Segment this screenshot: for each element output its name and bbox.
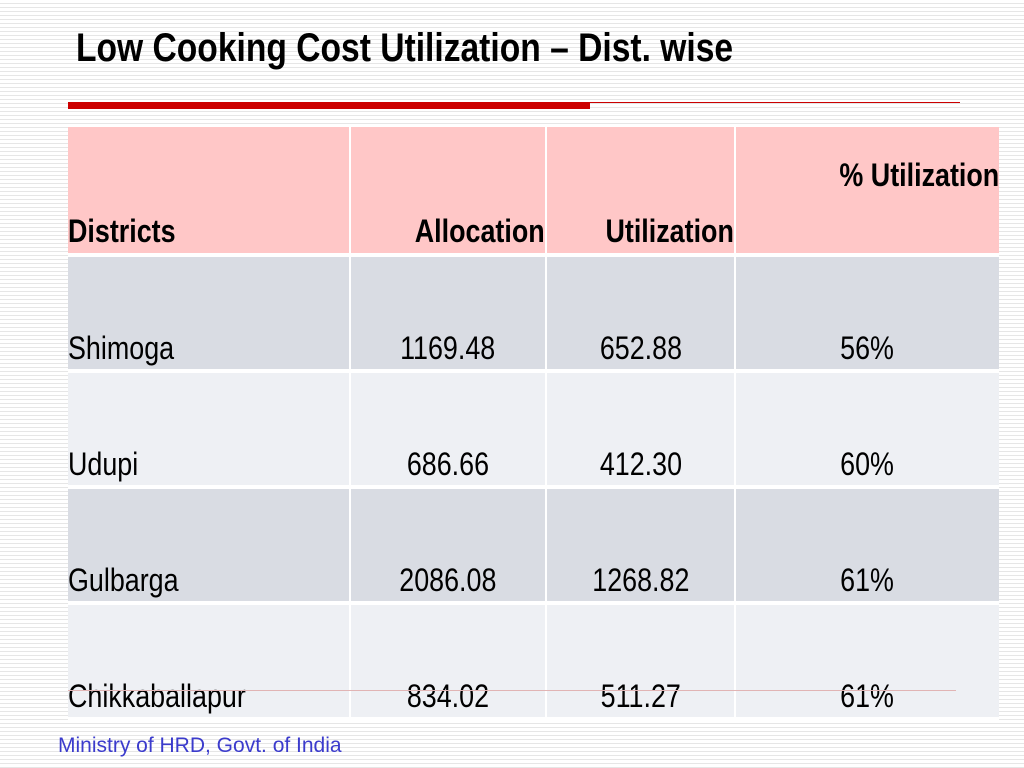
table-row: Shimoga 1169.48 652.88 56% (68, 255, 999, 373)
utilization-cell: 1268.82 (546, 487, 736, 605)
header-allocation: Allocation (350, 127, 547, 257)
allocation-cell: 834.02 (350, 603, 547, 721)
allocation-cell: 1169.48 (350, 255, 547, 373)
header-districts: Districts (68, 127, 351, 257)
district-cell: Gulbarga (68, 487, 351, 605)
percent-utilization-cell: 61% (735, 603, 999, 721)
allocation-cell: 2086.08 (350, 487, 547, 605)
utilization-cell: 652.88 (546, 255, 736, 373)
header-utilization: Utilization (546, 127, 736, 257)
percent-utilization-cell: 61% (735, 487, 999, 605)
footer-ministry-text: Ministry of HRD, Govt. of India (58, 734, 342, 757)
district-utilization-table: Districts Allocation Utilization % Utili… (68, 127, 999, 721)
footer-divider (68, 690, 956, 691)
title-underline-thick (68, 102, 590, 109)
table-header-row: Districts Allocation Utilization % Utili… (68, 127, 999, 257)
percent-utilization-cell: 60% (735, 371, 999, 489)
district-cell: Udupi (68, 371, 351, 489)
percent-utilization-cell: 56% (735, 255, 999, 373)
district-cell: Shimoga (68, 255, 351, 373)
utilization-cell: 511.27 (546, 603, 736, 721)
header-percent-utilization: % Utilization (735, 127, 999, 257)
table-row: Chikkaballapur 834.02 511.27 61% (68, 603, 999, 721)
table-row: Udupi 686.66 412.30 60% (68, 371, 999, 489)
utilization-cell: 412.30 (546, 371, 736, 489)
district-cell: Chikkaballapur (68, 603, 351, 721)
table-row: Gulbarga 2086.08 1268.82 61% (68, 487, 999, 605)
title-underline-thin (590, 102, 960, 103)
allocation-cell: 686.66 (350, 371, 547, 489)
slide-title: Low Cooking Cost Utilization – Dist. wis… (76, 26, 734, 70)
